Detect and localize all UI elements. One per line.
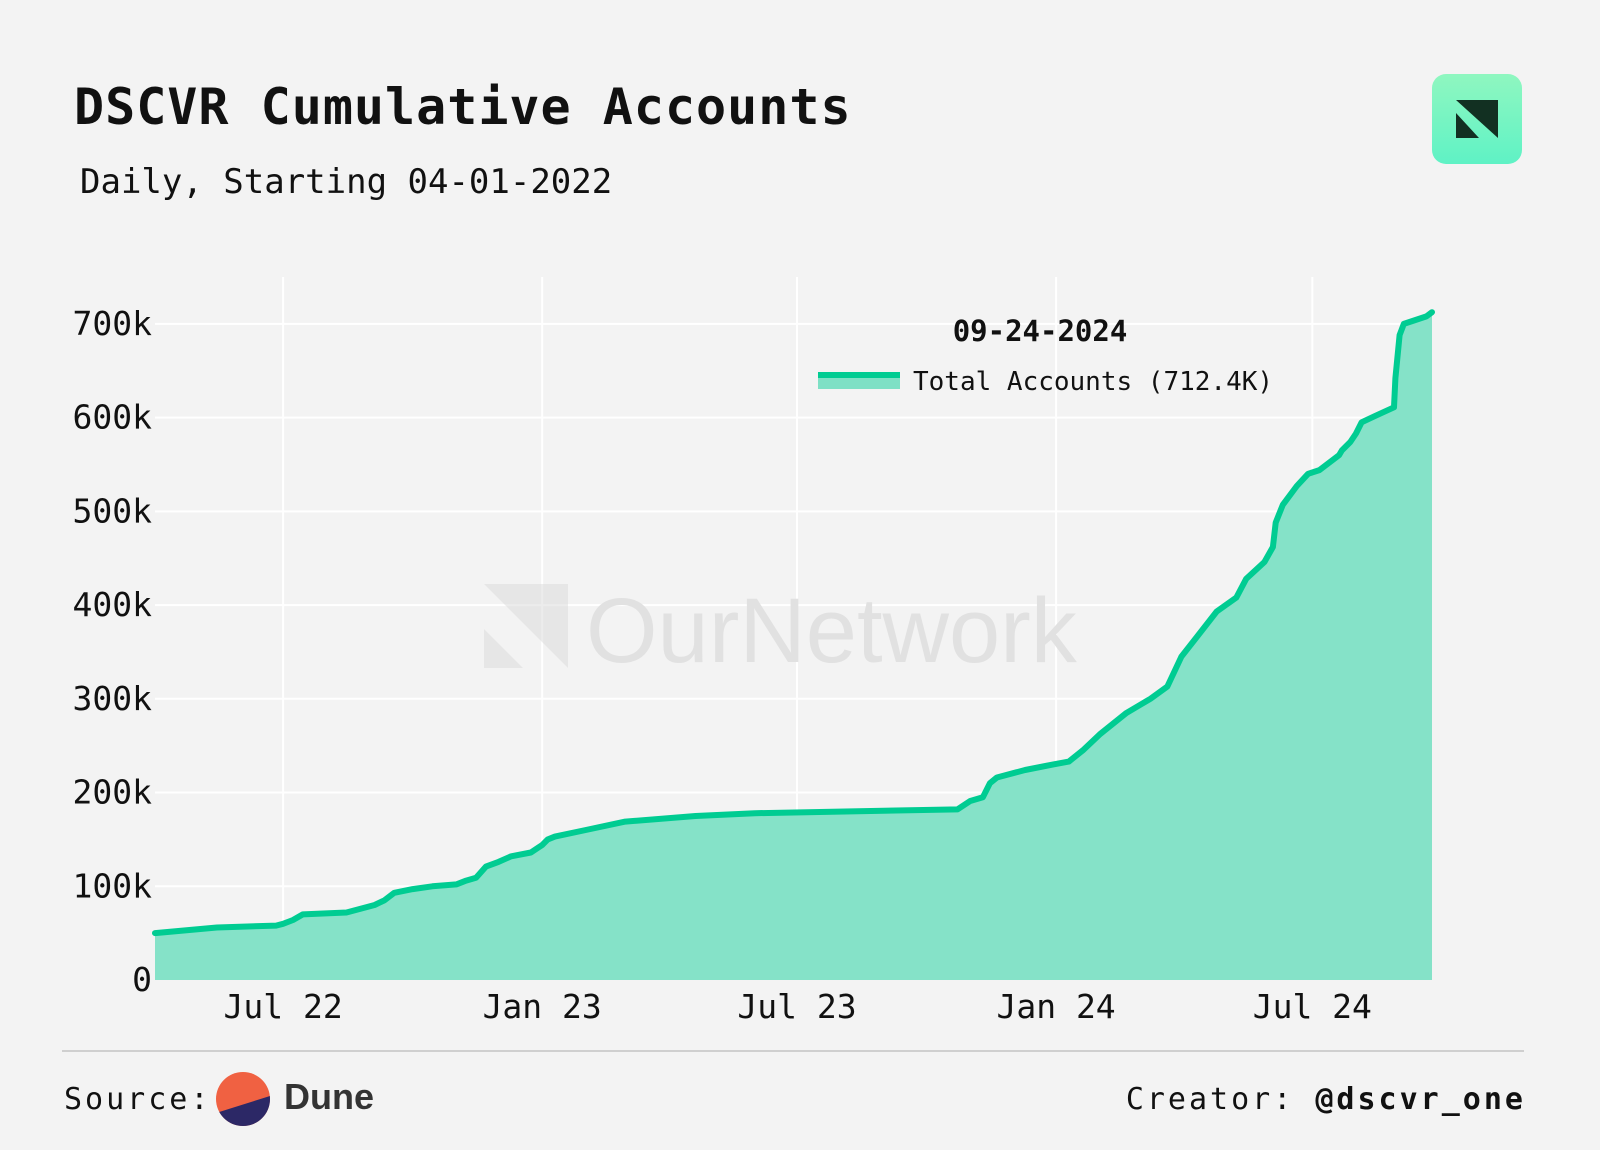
- x-tick-label: Jan 23: [483, 987, 602, 1026]
- legend-date: 09-24-2024: [953, 314, 1128, 348]
- x-tick-label: Jan 24: [996, 987, 1115, 1026]
- source-label: Source:: [64, 1082, 212, 1117]
- creator-handle: @dscvr_one: [1315, 1082, 1526, 1117]
- legend-swatch-fill: [818, 377, 900, 389]
- chart-title: DSCVR Cumulative Accounts: [74, 78, 852, 136]
- footer-divider: [62, 1050, 1524, 1052]
- source-name: Dune: [284, 1076, 374, 1117]
- legend: 09-24-2024 Total Accounts (712.4K): [818, 314, 1273, 397]
- y-tick-label: 0: [132, 960, 152, 999]
- y-tick-label: 200k: [73, 773, 153, 812]
- y-tick-label: 300k: [73, 679, 153, 718]
- y-tick-label: 500k: [73, 491, 153, 530]
- creator-label: Creator:: [1125, 1082, 1295, 1117]
- creator-credit: Creator: @dscvr_one: [1126, 1082, 1526, 1117]
- y-tick-label: 700k: [73, 304, 153, 343]
- y-tick-label: 400k: [73, 585, 153, 624]
- x-tick-label: Jul 23: [737, 987, 856, 1026]
- legend-entry: Total Accounts (712.4K): [913, 367, 1273, 397]
- chart-subtitle: Daily, Starting 04-01-2022: [80, 162, 613, 202]
- x-tick-label: Jul 24: [1253, 987, 1372, 1026]
- ournetwork-watermark-icon: [484, 584, 568, 668]
- y-tick-label: 100k: [73, 866, 153, 905]
- series-area-fill: [155, 312, 1432, 980]
- ournetwork-logo-icon: [1432, 74, 1522, 164]
- y-tick-label: 600k: [73, 398, 153, 437]
- watermark-text: OurNetwork: [586, 580, 1078, 682]
- x-tick-label: Jul 22: [224, 987, 343, 1026]
- dune-logo-icon: [216, 1072, 270, 1126]
- area-chart: OurNetwork 0 100k 200k 300k 400k 500k 600k 700k…: [73, 277, 1435, 1026]
- series-line: [152, 309, 1435, 937]
- legend-swatch-line: [818, 372, 900, 378]
